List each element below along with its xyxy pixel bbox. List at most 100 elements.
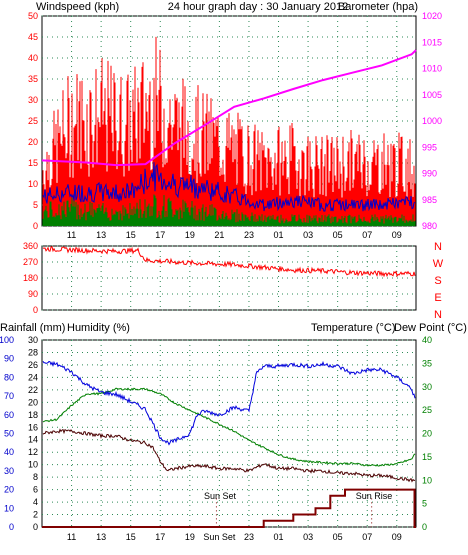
wind-y-tick-label: 15 [28,158,38,168]
wind-y-tick-label: 0 [33,221,38,231]
wind-x-tick-label: 17 [155,230,165,240]
sunrise-label: Sun Rise [356,491,393,501]
rain-y-tick-label: 4 [33,497,38,507]
direction-plot-frame [41,245,417,311]
humidity-x-tick-label: 13 [96,532,106,542]
humidity-series [42,360,416,446]
rain-y-tick-label: 18 [28,410,38,420]
baro-y-tick-label: 985 [422,195,437,205]
wind-x-tick-label: 21 [214,230,224,240]
compass-label: N [434,241,442,253]
baro-y-tick-label: 1010 [422,64,442,74]
wind-y-tick-label: 25 [28,116,38,126]
humidity-plot-frame [41,339,417,528]
humidity-y-tick-label: 70 [4,391,14,401]
humidity-y-tick-label: 80 [4,372,14,382]
rainfall-title: Rainfall (mm) [0,322,65,334]
rain-y-tick-label: 22 [28,385,38,395]
humidity-y-tick-label: 90 [4,354,14,364]
wind-x-tick-label: 13 [96,230,106,240]
temp-y-tick-label: 35 [422,358,432,368]
rain-y-tick-label: 14 [28,435,38,445]
humidity-x-tick-label: 17 [155,532,165,542]
humidity-y-tick-label: 30 [4,466,14,476]
temp-y-tick-label: 40 [422,335,432,345]
temp-y-tick-label: 5 [422,499,427,509]
barometer-series [41,49,417,167]
wind-y-tick-label: 45 [28,32,38,42]
humidity-y-tick-label: 10 [4,503,14,513]
humidity-title: Humidity (%) [67,322,130,334]
humidity-y-tick-label: 60 [4,410,14,420]
humidity-y-tick-label: 50 [4,429,14,439]
baro-y-tick-label: 995 [422,142,437,152]
compass-label: E [434,292,441,304]
wind-y-tick-label: 35 [28,74,38,84]
humidity-temperature-panel: 0102030405060708090100024681012141618202… [0,335,432,542]
rain-y-tick-label: 2 [33,510,38,520]
humidity-x-tick-label: 19 [185,532,195,542]
dewpoint-title: Dew Point (°C) [394,322,467,334]
humidity-x-tick-label: 15 [126,532,136,542]
wind-average-series [42,162,416,212]
rain-y-tick-label: 0 [33,522,38,532]
graph-title: 24 hour graph day : 30 January 2012 [168,1,348,13]
humidity-x-tick-label: 11 [67,532,76,542]
baro-y-tick-label: 980 [422,221,437,231]
rain-y-tick-label: 10 [28,460,38,470]
wind-low-series [42,194,416,226]
wind-direction-series [42,246,416,278]
wind-x-tick-label: 11 [67,230,76,240]
wind-x-tick-label: 01 [274,230,284,240]
dewpoint-series [42,428,416,483]
rain-y-tick-label: 8 [33,472,38,482]
wind-y-tick-label: 20 [28,137,38,147]
rainfall-series [42,488,416,528]
humidity-y-tick-label: 0 [9,522,14,532]
wind-x-tick-label: 19 [185,230,195,240]
rain-y-tick-label: 26 [28,360,38,370]
humidity-x-tick-label: 09 [392,532,402,542]
wind-y-tick-label: 10 [28,179,38,189]
windspeed-title: Windspeed (kph) [36,1,119,13]
wind-x-tick-label: 03 [303,230,313,240]
temp-y-tick-label: 25 [422,405,432,415]
wind-y-tick-label: 50 [28,11,38,21]
rain-y-tick-label: 24 [28,372,38,382]
temp-y-tick-label: 30 [422,382,432,392]
wind-x-tick-label: 15 [126,230,136,240]
wind-x-tick-label: 09 [392,230,402,240]
humidity-x-tick-label: 01 [274,532,284,542]
baro-y-tick-label: 1015 [422,37,442,47]
humidity-x-tick-label: Sun Set [203,532,236,542]
humidity-y-tick-label: 40 [4,447,14,457]
wind-x-tick-label: 07 [362,230,372,240]
rain-y-tick-label: 20 [28,397,38,407]
temperature-title: Temperature (°C) [311,322,395,334]
rain-y-tick-label: 6 [33,485,38,495]
compass-label: S [434,275,441,287]
humidity-x-tick-label: 03 [303,532,313,542]
temp-y-tick-label: 15 [422,452,432,462]
direction-y-tick-label: 270 [23,257,38,267]
compass-label: W [433,258,444,270]
direction-y-tick-label: 90 [28,289,38,299]
temp-y-tick-label: 20 [422,429,432,439]
compass-label: N [434,309,442,321]
wind-barometer-panel: 0510152025303540455098098599099510001005… [28,11,442,240]
barometer-title: Barometer (hpa) [338,1,418,13]
humidity-x-tick-label: 05 [333,532,343,542]
wind-y-tick-label: 5 [33,200,38,210]
direction-y-tick-label: 0 [33,305,38,315]
direction-y-tick-label: 360 [23,241,38,251]
rain-y-tick-label: 30 [28,335,38,345]
humidity-y-tick-label: 20 [4,485,14,495]
direction-y-tick-label: 180 [23,273,38,283]
wind-x-tick-label: 23 [244,230,254,240]
humidity-y-tick-label: 100 [0,335,14,345]
baro-y-tick-label: 1005 [422,90,442,100]
wind-y-tick-label: 40 [28,53,38,63]
